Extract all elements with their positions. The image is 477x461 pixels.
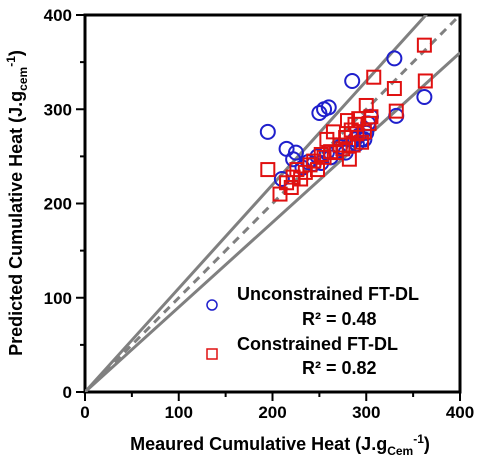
constrained-point (283, 179, 299, 195)
constrained-point (260, 162, 276, 178)
x-tick-label: 400 (446, 403, 474, 422)
constrained-point (366, 69, 382, 85)
unconstrained-point (320, 99, 337, 116)
legend-marker-constrained (206, 348, 218, 360)
constrained-point (386, 81, 402, 97)
unconstrained-point (273, 170, 290, 187)
y-tick-label: 0 (63, 383, 72, 402)
legend-marker-unconstrained (206, 299, 218, 311)
constrained-point (416, 37, 432, 53)
constrained-point (417, 73, 433, 89)
y-tick-label: 200 (44, 195, 72, 214)
x-tick-label: 0 (80, 403, 89, 422)
upper-bound-line (85, 15, 428, 392)
constrained-point (345, 137, 361, 153)
legend-stat-unconstrained: R² = 0.48 (302, 309, 377, 329)
x-tick-label: 200 (258, 403, 286, 422)
y-axis-title: Predicted Cumulative Heat (J.gcem-1) (4, 50, 30, 356)
y-tick-label: 400 (44, 6, 72, 25)
legend-label-unconstrained: Unconstrained FT-DL (237, 284, 419, 304)
constrained-point (354, 134, 370, 150)
constrained-point (363, 109, 379, 125)
constrained-point (341, 151, 357, 167)
legend: Unconstrained FT-DL R² = 0.48 Constraine… (206, 284, 419, 378)
unconstrained-point (259, 123, 276, 140)
constrained-point (388, 103, 404, 119)
y-tick-label: 100 (44, 289, 72, 308)
x-axis-title: Meaured Cumulative Heat (J.gCem-1) (130, 432, 430, 458)
x-tick-label: 100 (165, 403, 193, 422)
y-tick-label: 300 (44, 100, 72, 119)
constrained-point (356, 124, 372, 140)
x-tick-label: 300 (352, 403, 380, 422)
constrained-point (313, 146, 329, 162)
constrained-point (358, 97, 374, 113)
axis-ticks: 0 100 200 300 400 0 100 200 300 400 (44, 6, 475, 422)
unconstrained-point (287, 144, 304, 161)
unconstrained-point (278, 140, 295, 157)
identity-line (85, 15, 460, 392)
legend-label-constrained: Constrained FT-DL (237, 334, 398, 354)
unconstrained-point (386, 50, 403, 67)
legend-stat-constrained: R² = 0.82 (302, 358, 377, 378)
data-markers (259, 37, 433, 202)
unconstrained-point (344, 72, 361, 89)
unconstrained-point (416, 88, 433, 105)
